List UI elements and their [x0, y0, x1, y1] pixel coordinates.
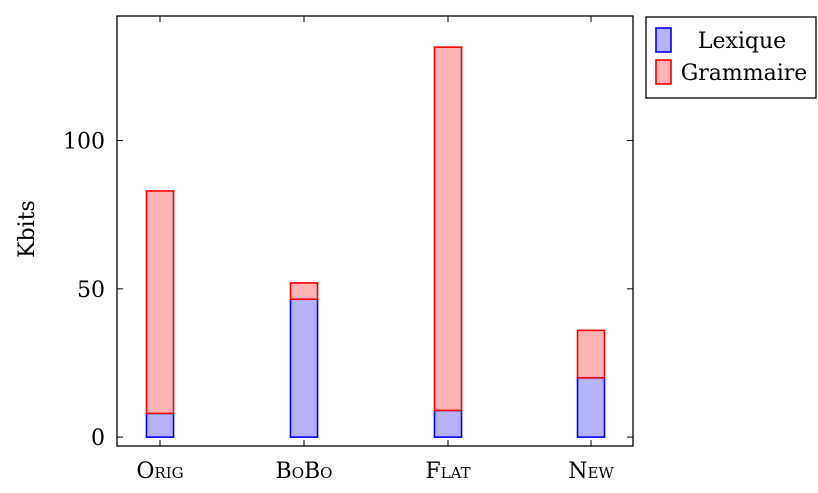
legend-swatch-lexique — [655, 27, 672, 53]
bar-lexique-flat — [433, 409, 463, 438]
tick-labels-layer: 0 50 100 Orig BoBo Flat New — [63, 130, 614, 484]
y-axis-label: Kbits — [15, 200, 40, 258]
legend-label-grammaire: Grammaire — [681, 61, 808, 86]
x-tick-label-orig: Orig — [136, 459, 183, 484]
bar-grammaire-bobo — [289, 282, 319, 301]
y-tick-label-0: 0 — [91, 426, 105, 451]
bar-lexique-orig — [145, 412, 175, 438]
bar-grammaire-flat — [433, 46, 463, 412]
plot-frame — [116, 15, 634, 447]
legend: Lexique Grammaire — [645, 16, 817, 99]
bar-lexique-bobo — [289, 298, 319, 438]
axes-layer — [116, 15, 634, 447]
bar-grammaire-new — [576, 329, 606, 379]
x-tick-label-flat: Flat — [425, 459, 470, 484]
legend-box — [645, 16, 817, 99]
bars-layer — [145, 46, 606, 438]
x-tick-label-new: New — [568, 459, 614, 484]
y-tick-label-50: 50 — [77, 278, 105, 303]
y-tick-label-100: 100 — [63, 130, 105, 155]
legend-swatch-grammaire — [655, 59, 672, 85]
bar-lexique-new — [576, 376, 606, 438]
x-tick-label-bobo: BoBo — [276, 459, 333, 484]
bar-grammaire-orig — [145, 190, 175, 415]
legend-label-lexique: Lexique — [698, 29, 786, 54]
